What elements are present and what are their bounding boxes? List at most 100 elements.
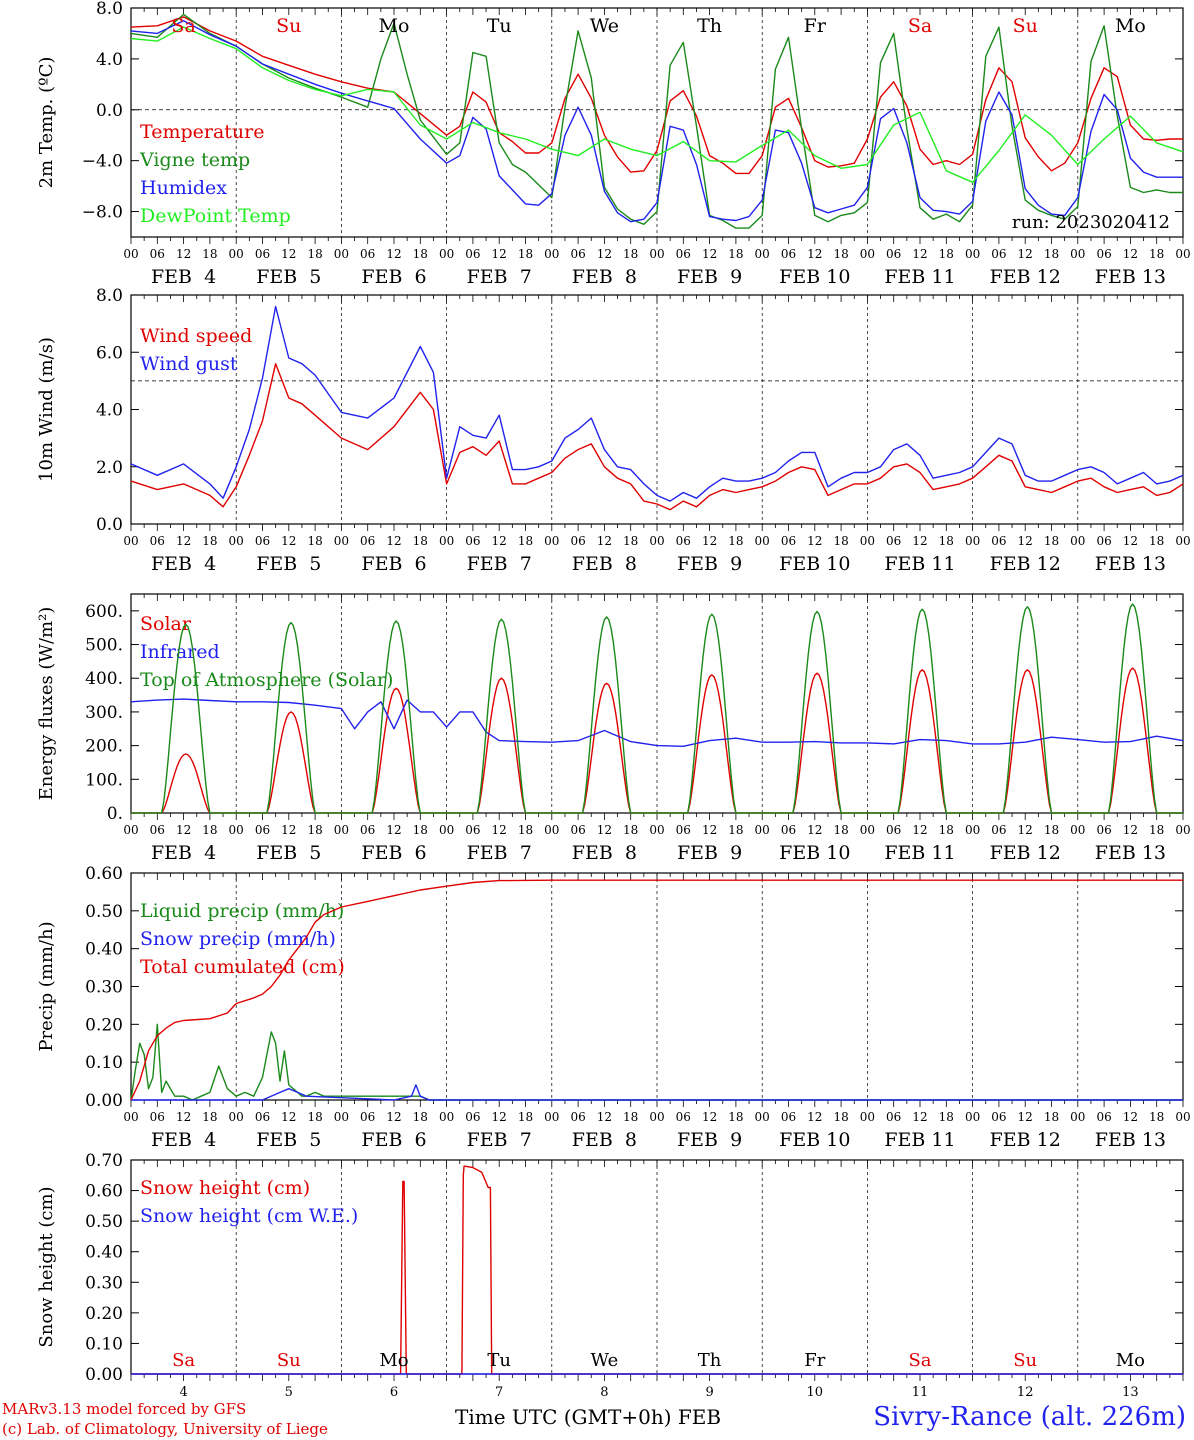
hour-label: 18 (307, 1110, 322, 1124)
date-label: FEB 5 (256, 842, 321, 864)
date-label: FEB 12 (990, 553, 1061, 575)
hour-label: 06 (676, 247, 691, 261)
hour-label: 12 (597, 823, 612, 837)
weekday-label: Sa (908, 15, 932, 37)
hour-label: 06 (150, 247, 165, 261)
date-label: FEB 6 (361, 1129, 426, 1151)
y-axis-title-temperature: 2m Temp. (ºC) (36, 57, 57, 189)
date-label: FEB 8 (572, 553, 637, 575)
hour-label: 12 (702, 823, 717, 837)
hour-label: 12 (492, 247, 507, 261)
hour-label: 00 (1070, 247, 1085, 261)
hour-label: 00 (123, 534, 138, 548)
station-name: Sivry-Rance (alt. 226m) (873, 1402, 1186, 1432)
y-tick-label: 8.0 (96, 286, 123, 306)
hour-label: 00 (965, 534, 980, 548)
hour-label: 18 (413, 534, 428, 548)
hour-label: 00 (755, 534, 770, 548)
hour-label: 12 (1018, 823, 1033, 837)
day-number-label: 8 (600, 1385, 608, 1400)
hour-label: 12 (281, 1110, 296, 1124)
hour-label: 06 (886, 1110, 901, 1124)
series-line-snow-precip-mm-h- (131, 1084, 1183, 1101)
date-label: FEB 9 (677, 266, 742, 288)
date-label: FEB 10 (779, 266, 850, 288)
hour-label: 12 (492, 1110, 507, 1124)
hour-label: 12 (807, 534, 822, 548)
y-tick-label: 0.10 (85, 1053, 123, 1073)
date-label: FEB 6 (361, 266, 426, 288)
hour-label: 18 (623, 823, 638, 837)
hour-label: 12 (386, 247, 401, 261)
y-tick-label: 2.0 (96, 458, 123, 478)
legend-entry: DewPoint Temp (140, 205, 291, 227)
hour-label: 12 (386, 823, 401, 837)
date-label: FEB 8 (572, 266, 637, 288)
hour-label: 18 (413, 823, 428, 837)
hour-label: 12 (386, 534, 401, 548)
hour-label: 18 (623, 534, 638, 548)
date-label: FEB 5 (256, 1129, 321, 1151)
x-axis-title: Time UTC (GMT+0h) FEB (455, 1405, 721, 1429)
hour-label: 06 (360, 534, 375, 548)
hour-label: 18 (202, 247, 217, 261)
run-annotation: run: 2023020412 (1012, 212, 1170, 233)
y-tick-label: 0.20 (85, 1304, 123, 1324)
hour-label: 00 (229, 1110, 244, 1124)
hour-label: 12 (176, 534, 191, 548)
y-tick-label: 0.40 (85, 940, 123, 960)
hour-label: 00 (755, 247, 770, 261)
hour-label: 06 (781, 534, 796, 548)
legend-entry: Temperature (140, 121, 264, 143)
credit-line-2: (c) Lab. of Climatology, University of L… (2, 1420, 328, 1438)
hour-label: 06 (781, 823, 796, 837)
hour-label: 06 (886, 534, 901, 548)
date-label: FEB 4 (151, 1129, 216, 1151)
hour-label: 00 (1070, 534, 1085, 548)
date-label: FEB 7 (467, 1129, 532, 1151)
series-line-total-cumulated-cm- (130, 879, 1183, 1101)
date-label: FEB 13 (1095, 842, 1166, 864)
date-label: FEB 12 (990, 1129, 1061, 1151)
hour-label: 18 (623, 247, 638, 261)
hour-label: 18 (307, 247, 322, 261)
hour-label: 06 (1096, 247, 1111, 261)
hour-label: 18 (518, 823, 533, 837)
hour-label: 12 (492, 534, 507, 548)
hour-label: 06 (1096, 823, 1111, 837)
hour-label: 06 (886, 247, 901, 261)
date-label: FEB 5 (256, 266, 321, 288)
date-label: FEB 6 (361, 842, 426, 864)
date-label: FEB 11 (884, 553, 955, 575)
hour-label: 18 (307, 534, 322, 548)
hour-label: 18 (202, 1110, 217, 1124)
hour-label: 06 (570, 247, 585, 261)
hour-label: 06 (465, 534, 480, 548)
hour-label: 00 (439, 1110, 454, 1124)
hour-label: 00 (965, 823, 980, 837)
y-axis-title-snow: Snow height (cm) (36, 1186, 57, 1347)
hour-label: 00 (755, 823, 770, 837)
y-tick-label: 4.0 (96, 50, 123, 70)
day-number-label: 10 (807, 1385, 824, 1400)
y-tick-label: 0.0 (96, 101, 123, 121)
hour-label: 00 (334, 534, 349, 548)
y-tick-label: 200. (85, 737, 123, 757)
hour-label: 00 (439, 247, 454, 261)
y-tick-label: 0.40 (85, 1243, 123, 1263)
legend-entry: Snow precip (mm/h) (140, 928, 336, 950)
hour-label: 18 (518, 534, 533, 548)
date-label: FEB 8 (572, 1129, 637, 1151)
hour-label: 18 (202, 823, 217, 837)
hour-label: 06 (255, 1110, 270, 1124)
hour-label: 12 (702, 1110, 717, 1124)
hour-label: 00 (123, 823, 138, 837)
hour-label: 18 (1044, 823, 1059, 837)
hour-label: 06 (465, 1110, 480, 1124)
y-tick-label: 0.10 (85, 1334, 123, 1354)
legend-entry: Top of Atmosphere (Solar) (140, 669, 393, 691)
hour-label: 12 (912, 534, 927, 548)
date-label: FEB 7 (467, 553, 532, 575)
hour-label: 12 (597, 247, 612, 261)
